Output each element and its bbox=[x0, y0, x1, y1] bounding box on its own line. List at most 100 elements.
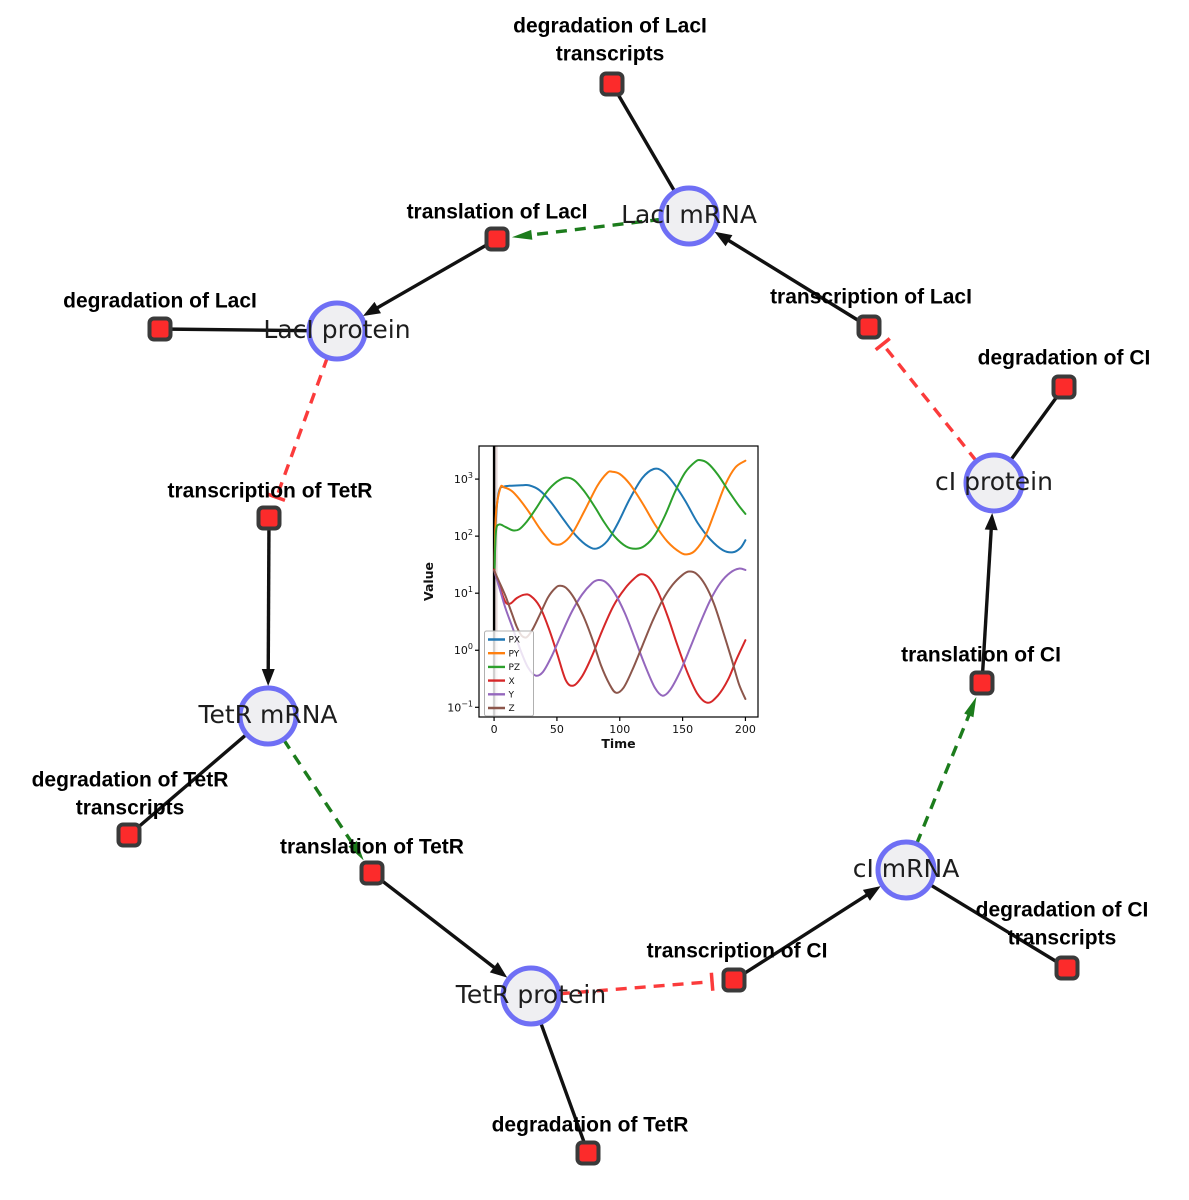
x-tick-label: 50 bbox=[550, 723, 564, 736]
x-tick-label: 0 bbox=[491, 723, 498, 736]
species-label-tetr_protein: TetR protein bbox=[455, 980, 606, 1009]
edge-line bbox=[538, 1021, 590, 1154]
reaction-label-deg_ci_tx: degradation of CI bbox=[976, 899, 1149, 922]
activation-arrowhead bbox=[348, 841, 364, 861]
edge-line bbox=[881, 343, 978, 463]
species-node-tetr_protein[interactable] bbox=[500, 965, 562, 1027]
reaction-node-transl_ci[interactable] bbox=[969, 670, 995, 696]
inhibition-bar bbox=[267, 492, 286, 503]
reaction-node-transl_laci[interactable] bbox=[484, 226, 510, 252]
edge-line bbox=[282, 738, 357, 849]
edge-tetr_protein-transc_ci bbox=[558, 972, 715, 996]
species-label-ci_protein: cI protein bbox=[935, 467, 1053, 496]
reaction-label-deg_tetr_tx: transcripts bbox=[76, 797, 185, 820]
edge-line bbox=[558, 980, 713, 996]
x-tick-label: 150 bbox=[672, 723, 693, 736]
reaction-node-deg_laci_tx[interactable] bbox=[599, 71, 625, 97]
plot-axes-box bbox=[478, 445, 759, 718]
edge-tetr_protein-deg_tetr bbox=[538, 1021, 590, 1154]
reaction-node-deg_ci[interactable] bbox=[1051, 374, 1077, 400]
y-tick-label: 10−1 bbox=[447, 699, 473, 714]
reaction-layer bbox=[116, 71, 1080, 1166]
arrowhead bbox=[984, 512, 998, 531]
reaction-label-deg_ci_tx: transcripts bbox=[1008, 927, 1117, 950]
reaction-label-transl_tetr: translation of TetR bbox=[280, 836, 464, 859]
edge-line bbox=[733, 890, 874, 982]
edge-line bbox=[266, 517, 271, 677]
reaction-label-transc_ci: transcription of CI bbox=[647, 940, 828, 963]
reaction-label-transc_laci: transcription of LacI bbox=[770, 286, 972, 309]
y-tick-label: 102 bbox=[454, 528, 473, 543]
species-node-laci_mrna[interactable] bbox=[658, 185, 720, 247]
edge-ci_protein-deg_ci bbox=[1009, 385, 1066, 462]
plot-series-PY bbox=[493, 459, 747, 572]
edge-line bbox=[929, 883, 1068, 970]
y-tick-label: 100 bbox=[454, 642, 473, 657]
x-tick-label: 100 bbox=[609, 723, 630, 736]
edge-ci_mrna-deg_ci_tx bbox=[929, 883, 1068, 970]
edge-line bbox=[722, 235, 870, 329]
species-node-ci_mrna[interactable] bbox=[875, 839, 937, 901]
edge-transc_laci-laci_mrna bbox=[714, 231, 870, 329]
reaction-label-transl_ci: translation of CI bbox=[901, 644, 1061, 667]
edge-transc_ci-ci_mrna bbox=[733, 886, 881, 982]
plot-series-PZ bbox=[493, 459, 747, 572]
reaction-label-deg_laci: degradation of LacI bbox=[63, 290, 257, 313]
x-tick-label: 200 bbox=[735, 723, 756, 736]
edge-transc_tetr-tetr_mrna bbox=[261, 517, 275, 687]
reaction-node-deg_ci_tx[interactable] bbox=[1054, 955, 1080, 981]
edge-line bbox=[980, 522, 994, 684]
labels-layer: degradation of LacI transcripts translatio… bbox=[32, 15, 1151, 1137]
reaction-node-transc_tetr[interactable] bbox=[256, 505, 282, 531]
species-node-laci_protein[interactable] bbox=[306, 300, 368, 362]
reaction-label-transc_tetr: transcription of TetR bbox=[168, 480, 373, 503]
edge-ci_mrna-transl_ci bbox=[914, 696, 977, 845]
reaction-node-transl_tetr[interactable] bbox=[359, 860, 385, 886]
edge-laci_protein-transc_tetr bbox=[267, 356, 330, 503]
activation-arrowhead bbox=[511, 229, 533, 240]
reaction-node-transc_laci[interactable] bbox=[856, 314, 882, 340]
y-tick-label: 101 bbox=[454, 585, 473, 600]
x-axis-label: Time bbox=[601, 736, 635, 751]
legend-label-Y: Y bbox=[508, 691, 515, 701]
edge-line bbox=[370, 237, 498, 313]
edge-transl_laci-laci_protein bbox=[363, 237, 498, 317]
reaction-node-deg_tetr_tx[interactable] bbox=[116, 822, 142, 848]
reaction-label-deg_tetr_tx: degradation of TetR bbox=[32, 769, 229, 792]
edge-line bbox=[914, 710, 973, 845]
legend-label-X: X bbox=[509, 677, 515, 687]
legend-label-Z: Z bbox=[509, 704, 515, 714]
edge-transl_ci-ci_protein bbox=[980, 512, 998, 684]
reaction-label-deg_ci: degradation of CI bbox=[978, 347, 1151, 370]
species-node-tetr_mrna[interactable] bbox=[237, 685, 299, 747]
edges-layer bbox=[127, 83, 1068, 1154]
species-label-laci_mrna: LacI mRNA bbox=[621, 200, 757, 229]
edge-tetr_mrna-transl_tetr bbox=[282, 738, 364, 861]
edge-transl_tetr-tetr_protein bbox=[370, 871, 508, 978]
y-tick-label: 103 bbox=[454, 471, 473, 486]
reaction-label-deg_tetr: degradation of TetR bbox=[492, 1114, 689, 1137]
reaction-label-transl_laci: translation of LacI bbox=[407, 201, 588, 224]
edge-line bbox=[526, 217, 662, 238]
edge-line bbox=[1009, 385, 1066, 462]
edge-tetr_mrna-deg_tetr_tx bbox=[127, 732, 248, 837]
plot-legend: PX PY PZ XYZ bbox=[484, 630, 534, 717]
species-layer bbox=[237, 185, 1025, 1027]
legend-label-PZ: PZ bbox=[509, 663, 521, 673]
initial-vspan bbox=[493, 446, 498, 717]
species-label-ci_mrna: cI mRNA bbox=[853, 854, 960, 883]
arrowhead bbox=[261, 668, 275, 687]
reaction-node-deg_laci[interactable] bbox=[147, 316, 173, 342]
plot-series-X bbox=[493, 568, 747, 704]
species-node-ci_protein[interactable] bbox=[963, 452, 1025, 514]
edge-line bbox=[127, 732, 248, 837]
edge-line bbox=[274, 356, 330, 498]
reaction-node-transc_ci[interactable] bbox=[721, 967, 747, 993]
legend-label-PX: PX bbox=[509, 636, 521, 646]
reaction-node-deg_tetr[interactable] bbox=[575, 1140, 601, 1166]
edge-ci_protein-transc_laci bbox=[874, 337, 978, 463]
edge-laci_mrna-transl_laci bbox=[511, 217, 662, 240]
reaction-label-deg_laci_tx: transcripts bbox=[556, 43, 665, 66]
